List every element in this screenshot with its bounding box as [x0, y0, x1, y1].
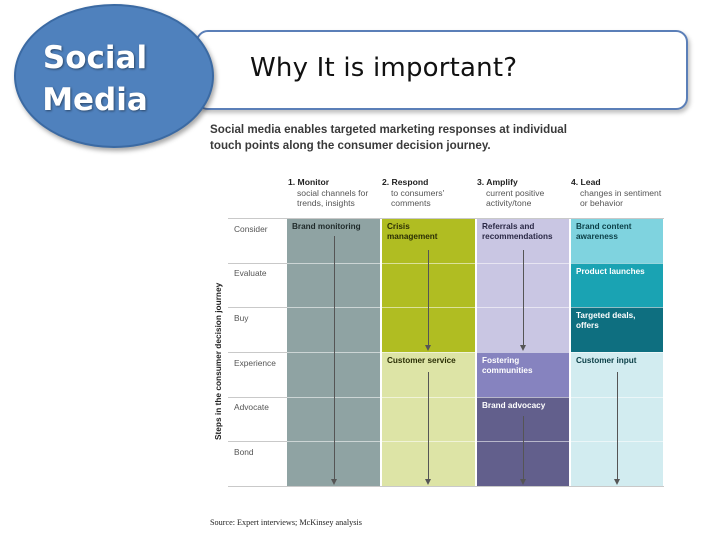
arrow-down-monitor — [331, 236, 337, 485]
step-amplify-desc-2: activity/tone — [486, 198, 532, 208]
cell-targeted-deals-line-2: offers — [576, 321, 599, 330]
step-amplify-title: 3. Amplify — [477, 177, 518, 187]
social-media-badge: Social Media — [14, 4, 214, 148]
cell-fostering-line-2: communities — [482, 366, 533, 375]
step-lead-title: 4. Lead — [571, 177, 601, 187]
row-divider — [228, 486, 664, 487]
cell-brand-content: Brand content awareness — [571, 218, 663, 263]
arrow-down-referrals — [520, 250, 526, 351]
arrow-down-advocacy — [520, 416, 526, 485]
cell-crisis-management-line-1: Crisis — [387, 222, 410, 231]
cell-targeted-deals: Targeted deals, offers — [571, 307, 663, 352]
step-respond: 2. Respond to consumers' comments — [382, 177, 444, 209]
cell-customer-service-label: Customer service — [387, 356, 456, 365]
step-amplify: 3. Amplify current positive activity/ton… — [477, 177, 544, 209]
cell-referrals-line-1: Referrals and — [482, 222, 535, 231]
row-divider-label — [228, 352, 287, 353]
cell-brand-advocacy-label: Brand advocacy — [482, 401, 546, 410]
cell-brand-monitoring-label: Brand monitoring — [292, 222, 361, 231]
row-divider — [228, 307, 664, 308]
arrow-down-crisis — [425, 250, 431, 351]
cell-product-launches-label: Product launches — [576, 267, 645, 276]
title-box — [196, 30, 688, 110]
arrow-down-customer-input — [614, 372, 620, 485]
step-respond-title: 2. Respond — [382, 177, 429, 187]
headline-line-1: Social media enables targeted marketing … — [210, 123, 567, 136]
cell-brand-content-line-2: awareness — [576, 232, 618, 241]
step-monitor: 1. Monitor social channels for trends, i… — [288, 177, 368, 209]
row-divider — [228, 397, 664, 398]
cell-crisis-management-line-2: management — [387, 232, 438, 241]
step-respond-desc-1: to consumers' — [391, 187, 445, 198]
cell-brand-content-line-1: Brand content — [576, 222, 632, 231]
row-divider-label — [228, 397, 287, 398]
row-label-advocate: Advocate — [234, 402, 269, 412]
slide-title: Why It is important? — [250, 53, 518, 83]
cell-fostering-line-1: Fostering — [482, 356, 520, 365]
cell-referrals-line-2: recommendations — [482, 232, 553, 241]
row-divider — [228, 263, 664, 264]
row-label-buy: Buy — [234, 313, 249, 323]
step-monitor-title: 1. Monitor — [288, 177, 330, 187]
figure-headline: Social media enables targeted marketing … — [210, 122, 640, 154]
row-label-bond: Bond — [234, 447, 254, 457]
step-monitor-desc-1: social channels for — [297, 187, 369, 198]
step-amplify-desc-1: current positive — [486, 187, 545, 198]
step-monitor-desc-2: trends, insights — [297, 198, 355, 208]
row-divider — [228, 352, 664, 353]
headline-line-2: touch points along the consumer decision… — [210, 139, 491, 152]
row-label-evaluate: Evaluate — [234, 268, 267, 278]
step-lead: 4. Lead changes in sentiment or behavior — [571, 177, 661, 209]
journey-axis-label: Steps in the consumer decision journey — [213, 282, 223, 440]
arrow-down-customer-service — [425, 372, 431, 485]
cell-fostering-communities: Fostering communities — [477, 352, 569, 397]
step-lead-desc-1: changes in sentiment — [580, 187, 662, 198]
source-note: Source: Expert interviews; McKinsey anal… — [210, 518, 362, 527]
row-label-consider: Consider — [234, 224, 268, 234]
row-divider-label — [228, 263, 287, 264]
step-respond-desc-2: comments — [391, 198, 431, 208]
step-lead-desc-2: or behavior — [580, 198, 623, 208]
cell-customer-input-label: Customer input — [576, 356, 637, 365]
badge-line-media: Media — [42, 82, 148, 118]
row-divider-label — [228, 441, 287, 442]
row-divider — [228, 441, 664, 442]
row-label-experience: Experience — [234, 358, 276, 368]
cell-targeted-deals-line-1: Targeted deals, — [576, 311, 636, 320]
row-divider — [228, 218, 664, 219]
row-divider-label — [228, 307, 287, 308]
cell-product-launches: Product launches — [571, 263, 663, 307]
badge-line-social: Social — [42, 40, 148, 76]
